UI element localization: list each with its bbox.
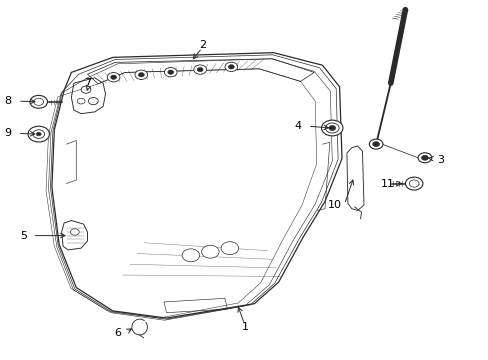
Circle shape bbox=[417, 153, 431, 163]
Circle shape bbox=[164, 68, 177, 77]
Text: 4: 4 bbox=[294, 121, 302, 131]
Text: 10: 10 bbox=[327, 200, 341, 210]
Circle shape bbox=[138, 73, 144, 77]
Circle shape bbox=[408, 180, 418, 187]
Circle shape bbox=[405, 177, 422, 190]
Text: 2: 2 bbox=[199, 40, 206, 50]
Circle shape bbox=[228, 65, 234, 69]
Circle shape bbox=[88, 98, 98, 105]
Circle shape bbox=[221, 242, 238, 255]
Circle shape bbox=[321, 120, 342, 136]
Circle shape bbox=[33, 130, 44, 138]
Circle shape bbox=[36, 132, 41, 136]
Circle shape bbox=[77, 98, 85, 104]
Text: 7: 7 bbox=[84, 78, 91, 88]
Text: 11: 11 bbox=[380, 179, 394, 189]
Text: 6: 6 bbox=[114, 328, 122, 338]
Text: 3: 3 bbox=[436, 154, 443, 165]
Circle shape bbox=[372, 141, 379, 147]
Circle shape bbox=[328, 126, 335, 131]
Circle shape bbox=[197, 67, 203, 72]
Circle shape bbox=[34, 98, 43, 105]
Circle shape bbox=[201, 245, 219, 258]
Text: 5: 5 bbox=[20, 231, 27, 240]
Circle shape bbox=[30, 95, 47, 108]
Circle shape bbox=[107, 73, 120, 82]
Circle shape bbox=[224, 62, 237, 72]
Circle shape bbox=[182, 249, 199, 262]
Circle shape bbox=[421, 155, 427, 160]
Circle shape bbox=[70, 229, 79, 235]
Circle shape bbox=[193, 65, 206, 74]
Circle shape bbox=[110, 75, 116, 79]
Text: 1: 1 bbox=[242, 322, 248, 332]
Text: 9: 9 bbox=[4, 129, 11, 138]
Circle shape bbox=[368, 139, 382, 149]
Circle shape bbox=[167, 70, 173, 75]
Circle shape bbox=[135, 70, 147, 80]
Circle shape bbox=[81, 86, 91, 93]
Circle shape bbox=[325, 123, 338, 133]
Circle shape bbox=[28, 126, 49, 142]
Text: 8: 8 bbox=[4, 96, 11, 106]
